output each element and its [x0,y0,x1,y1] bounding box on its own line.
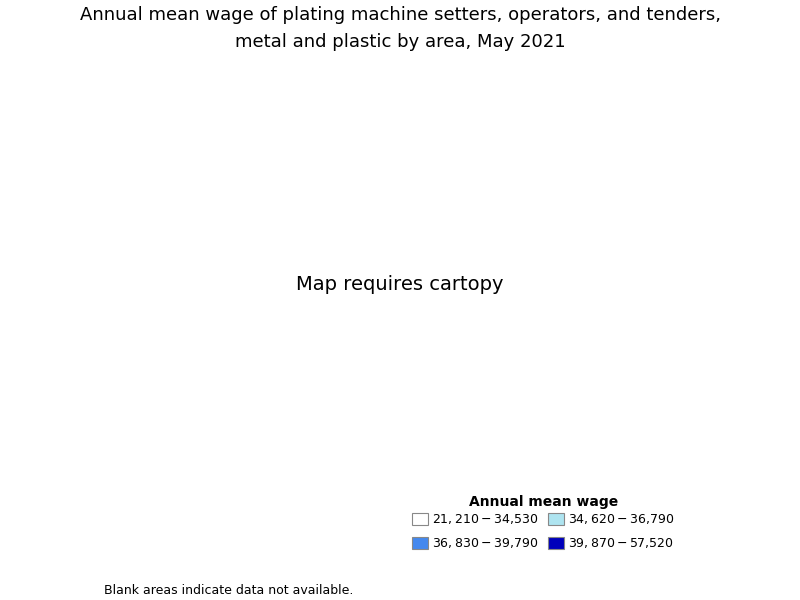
Text: $34,620 - $36,790: $34,620 - $36,790 [568,512,674,526]
Text: metal and plastic by area, May 2021: metal and plastic by area, May 2021 [234,33,566,51]
Text: Map requires cartopy: Map requires cartopy [296,275,504,295]
Text: Annual mean wage of plating machine setters, operators, and tenders,: Annual mean wage of plating machine sett… [79,6,721,24]
Text: Annual mean wage: Annual mean wage [470,495,618,509]
Text: Blank areas indicate data not available.: Blank areas indicate data not available. [104,584,354,597]
Text: $39,870 - $57,520: $39,870 - $57,520 [568,536,674,550]
Text: $21,210 - $34,530: $21,210 - $34,530 [432,512,538,526]
Text: $36,830 - $39,790: $36,830 - $39,790 [432,536,538,550]
